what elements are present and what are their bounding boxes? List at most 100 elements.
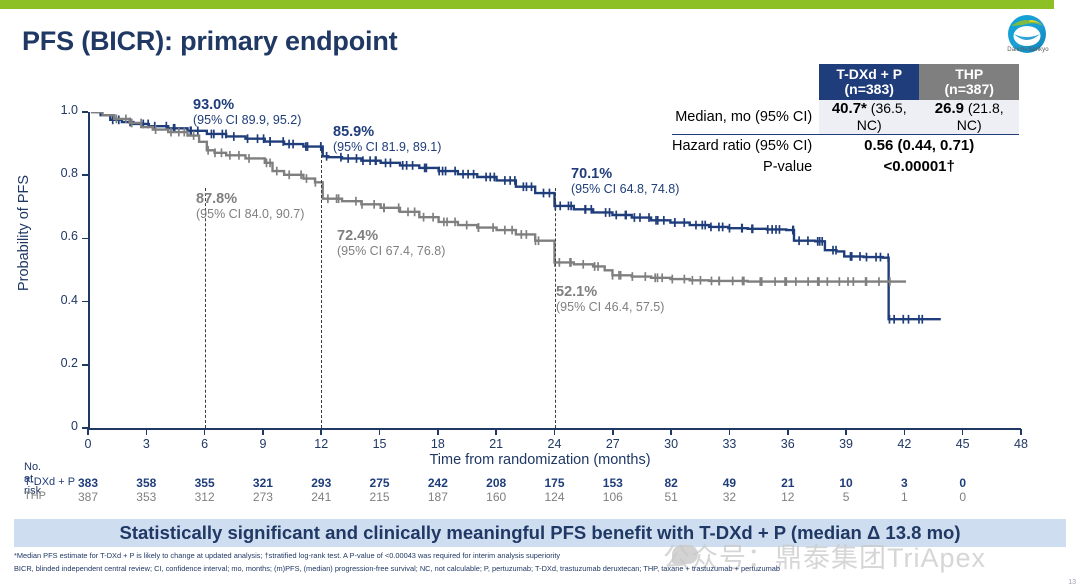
annotation-87.8-pct: 87.8% (95% CI 84.0, 90.7): [196, 191, 304, 222]
x-tick-label: 15: [372, 437, 387, 451]
annotation-ci: (95% CI 84.0, 90.7): [196, 207, 305, 222]
risk-row-tdxd-label: T-DXd + P: [24, 476, 76, 488]
results-row-median: Median, mo (95% CI) 40.7* (36.5, NC) 26.…: [672, 100, 1020, 135]
risk-value: 215: [369, 490, 390, 504]
y-tick-label: 0: [71, 419, 78, 433]
risk-value: 49: [722, 476, 737, 490]
annotation-percent: 72.4%: [337, 228, 379, 244]
x-tick-mark: [145, 429, 148, 435]
y-tick-mark: [82, 427, 88, 429]
annotation-percent: 70.1%: [571, 166, 613, 182]
annotation-ci: (95% CI 81.9, 89.1): [333, 140, 442, 155]
risk-value: 321: [252, 476, 273, 490]
risk-value: 353: [136, 490, 157, 504]
x-tick-mark: [320, 429, 323, 435]
x-tick-label: 3: [142, 437, 150, 451]
risk-value: 358: [136, 476, 157, 490]
y-tick-mark: [82, 300, 88, 303]
x-tick-mark: [961, 429, 964, 435]
results-row-median-tdxd: 40.7* (36.5, NC): [819, 100, 920, 135]
annotation-percent: 93.0%: [193, 97, 235, 113]
km-curve-line: [90, 112, 941, 321]
annotation-ci: (95% CI 67.4, 76.8): [337, 244, 446, 259]
results-row-median-thp: 26.9 (21.8, NC): [919, 100, 1020, 135]
x-tick-mark: [728, 429, 731, 435]
risk-value: 5: [842, 490, 850, 504]
y-tick-label: 0.2: [60, 355, 78, 370]
risk-value: 293: [311, 476, 332, 490]
risk-value: 383: [77, 476, 99, 490]
y-tick-mark: [82, 364, 88, 366]
x-tick-label: 9: [259, 437, 267, 451]
risk-value: 208: [486, 476, 507, 490]
x-axis-line: [88, 428, 1021, 430]
annotation-52.1-pct: 52.1% (95% CI 46.4, 57.5): [556, 284, 664, 315]
results-col-header-tdxd-n: (n=383): [844, 81, 894, 98]
results-median-thp-ci: (21.8, NC): [956, 100, 1004, 133]
results-row-pvalue: P-value <0.00001†: [672, 156, 1019, 177]
results-row-hazard-ratio: Hazard ratio (95% CI) 0.56 (0.44, 0.71): [672, 134, 1020, 157]
x-tick-label: 45: [955, 437, 970, 451]
x-tick-mark: [786, 429, 789, 435]
risk-value: 153: [602, 476, 623, 490]
y-tick-label: 0.8: [60, 166, 78, 181]
x-tick-label: 24: [547, 437, 562, 451]
annotation-ci: (95% CI 89.9, 95.2): [193, 113, 302, 128]
results-col-header-tdxd-name: T-DXd + P: [836, 66, 903, 82]
page-number: 13: [1068, 579, 1076, 586]
x-tick-label: 33: [722, 437, 737, 451]
x-tick-mark: [378, 429, 381, 435]
y-axis-line: [88, 112, 90, 429]
risk-value: 106: [602, 490, 623, 504]
annotation-ci: (95% CI 64.8, 74.8): [571, 182, 680, 197]
annotation-70.1-pct: 70.1% (95% CI 64.8, 74.8): [571, 166, 679, 197]
results-row-hr-label: Hazard ratio (95% CI): [672, 134, 820, 157]
watermark-icon: [672, 545, 698, 564]
annotation-percent: 85.9%: [333, 124, 375, 140]
results-row-median-label: Median, mo (95% CI): [675, 109, 813, 126]
x-tick-mark: [845, 429, 847, 435]
annotation-93.0-pct: 93.0% (95% CI 89.9, 95.2): [193, 97, 301, 128]
x-tick-mark: [262, 429, 264, 435]
risk-value: 242: [427, 476, 448, 490]
results-col-header-thp: THP (n=387): [919, 64, 1020, 101]
x-tick-mark: [1020, 429, 1022, 435]
reference-line-6mo: [204, 188, 206, 428]
results-row-pvalue-label: P-value: [763, 158, 813, 175]
x-tick-mark: [203, 429, 206, 435]
risk-value: 3: [901, 476, 908, 490]
x-tick-label: 48: [1014, 437, 1028, 451]
x-tick-label: 39: [839, 437, 854, 451]
risk-value: 187: [427, 490, 448, 504]
annotation-percent: 52.1%: [556, 284, 598, 300]
y-tick-mark: [82, 174, 88, 176]
footnote-abbreviations: BICR, blinded independent central review…: [14, 564, 780, 573]
x-axis-title: Time from randomization (months): [429, 452, 651, 468]
x-tick-label: 30: [664, 437, 679, 451]
risk-value: 10: [839, 476, 853, 490]
page-title: PFS (BICR): primary endpoint: [22, 26, 398, 56]
y-tick-mark: [82, 111, 88, 113]
risk-value: 241: [311, 490, 332, 504]
reference-line-24mo: [554, 188, 556, 428]
x-tick-label: 18: [430, 437, 445, 451]
y-axis-title: Probability of PFS: [16, 174, 32, 292]
results-median-thp-value: 26.9: [934, 100, 964, 118]
x-tick-label: 12: [314, 437, 329, 451]
results-table-header-row: T-DXd + P (n=383) THP (n=387): [672, 64, 1020, 101]
x-tick-mark: [495, 429, 497, 435]
logo-wordmark: Daiichi-Sankyo: [1007, 47, 1049, 53]
risk-value: 12: [781, 490, 795, 504]
results-header-spacer: [672, 64, 819, 100]
risk-value: 273: [252, 490, 273, 504]
reference-line-12mo: [321, 150, 323, 428]
risk-value: 0: [959, 490, 967, 504]
risk-value: 160: [486, 490, 507, 504]
annotation-85.9-pct: 85.9% (95% CI 81.9, 89.1): [333, 124, 441, 155]
x-tick-label: 36: [780, 437, 795, 451]
risk-value: 82: [664, 476, 678, 490]
top-accent-bar: [0, 0, 1080, 9]
number-at-risk-title: No. at risk: [24, 461, 42, 497]
annotation-percent: 87.8%: [196, 191, 238, 207]
risk-value: 21: [781, 476, 795, 490]
